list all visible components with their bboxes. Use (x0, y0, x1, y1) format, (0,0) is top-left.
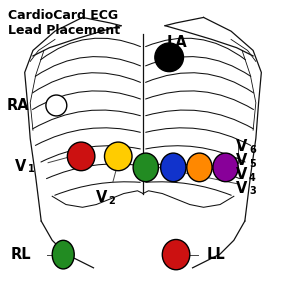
Text: LL: LL (206, 247, 225, 262)
Ellipse shape (52, 240, 74, 269)
Ellipse shape (105, 142, 132, 171)
Text: 4: 4 (249, 173, 256, 183)
Ellipse shape (161, 153, 186, 182)
Ellipse shape (46, 95, 67, 116)
Ellipse shape (213, 153, 238, 182)
Text: V: V (236, 181, 248, 196)
Text: LA: LA (166, 35, 187, 50)
Text: RA: RA (6, 98, 29, 113)
Text: 6: 6 (249, 145, 256, 155)
Text: V: V (236, 153, 248, 168)
Ellipse shape (67, 142, 95, 171)
Text: V: V (96, 190, 107, 205)
Text: 1: 1 (27, 164, 34, 174)
Ellipse shape (133, 153, 158, 182)
Text: V: V (15, 158, 26, 173)
Text: 5: 5 (249, 159, 256, 169)
Text: V: V (236, 167, 248, 182)
Ellipse shape (155, 43, 184, 72)
Text: 3: 3 (249, 186, 256, 196)
Ellipse shape (187, 153, 212, 182)
Text: V: V (236, 139, 248, 154)
Ellipse shape (162, 240, 190, 270)
Text: CardioCard ECG
Lead Placement: CardioCard ECG Lead Placement (8, 9, 120, 37)
Text: RL: RL (11, 247, 32, 262)
Text: 2: 2 (109, 196, 115, 206)
